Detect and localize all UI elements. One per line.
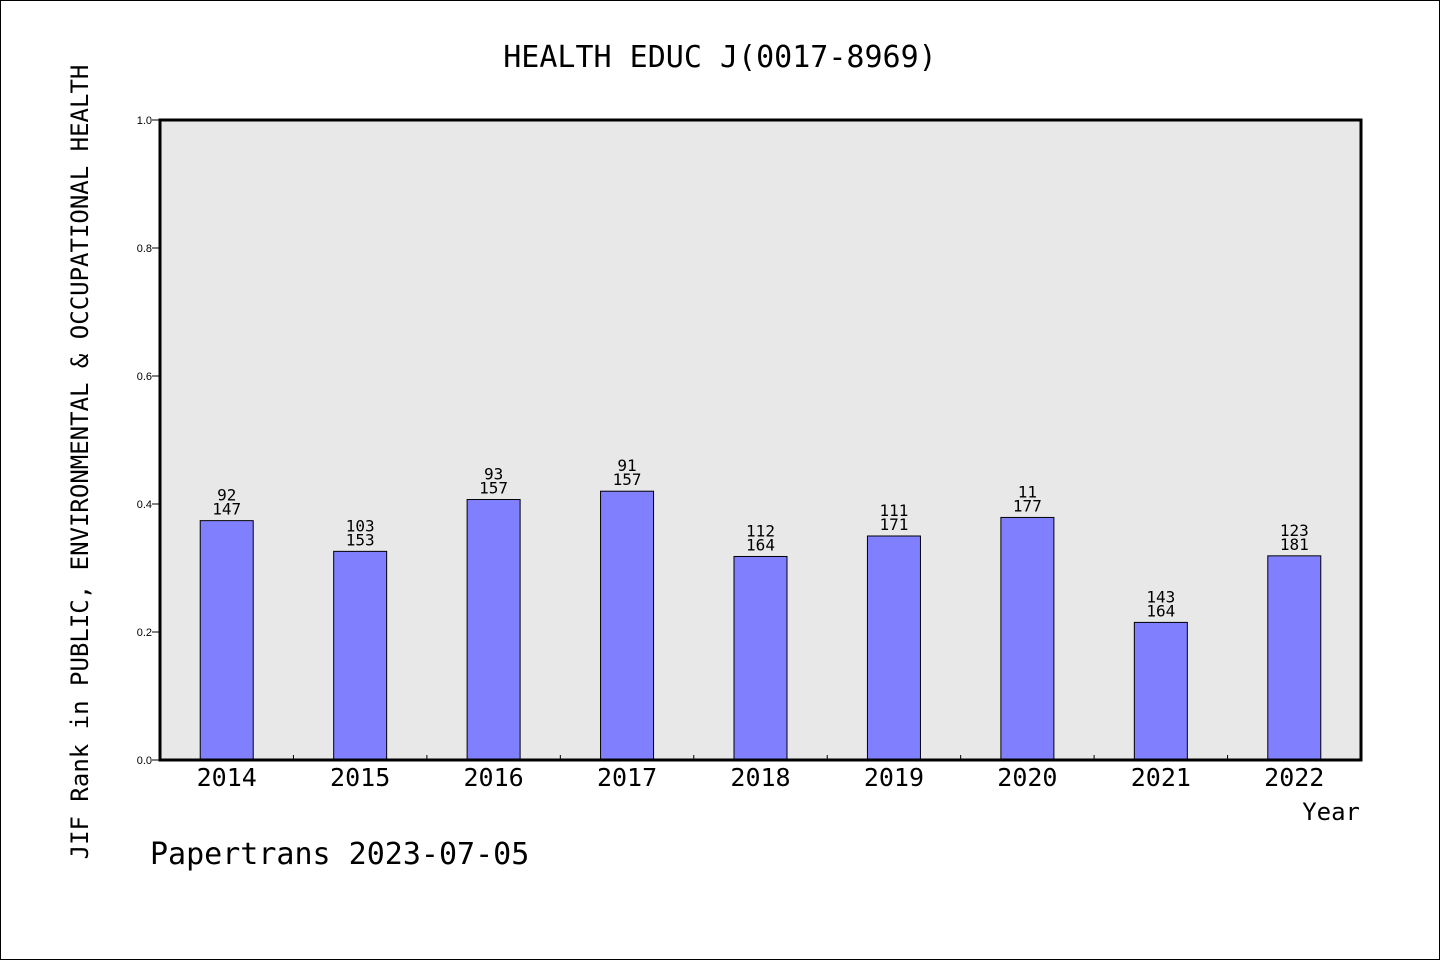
x-tick-label: 2021: [1131, 763, 1191, 792]
bar-total-label: 157: [613, 470, 642, 489]
footer-text: Papertrans 2023-07-05: [150, 837, 529, 872]
plot-border: [158, 118, 1363, 762]
bar-rank-label: 92: [217, 486, 236, 505]
bar-rank-label: 91: [617, 456, 636, 475]
bar-total-label: 153: [346, 530, 375, 549]
x-tick-label: 2015: [330, 763, 390, 792]
bar-total-label: 164: [1146, 601, 1175, 620]
y-axis-label: JIF Rank in PUBLIC, ENVIRONMENTAL & OCCU…: [66, 65, 94, 860]
x-tick-label: 2022: [1264, 763, 1324, 792]
bar-2019: [866, 535, 921, 761]
chart-title: HEALTH EDUC J(0017-8969): [503, 40, 936, 75]
x-tick-label: 2016: [464, 763, 524, 792]
bar-rank-label: 143: [1146, 587, 1175, 606]
bar-2016: [466, 499, 521, 761]
bar-total-label: 181: [1280, 535, 1309, 554]
bar-total-label: 177: [1013, 496, 1042, 515]
bar-rank-label: 93: [484, 465, 503, 484]
bar-2018: [733, 555, 788, 761]
bar-total-label: 147: [212, 500, 241, 519]
bar-rank-label: 103: [346, 516, 375, 535]
x-tick-label: 2018: [730, 763, 790, 792]
y-tick-label: 0.8: [137, 243, 152, 255]
y-tick-label: 1.0: [137, 115, 152, 127]
bar-2022: [1267, 555, 1322, 761]
bar-rank-label: 123: [1280, 521, 1309, 540]
y-axis: 0.0 0.2 0.4 0.6 0.8 1.0: [137, 115, 160, 767]
x-tick-label: 2017: [597, 763, 657, 792]
x-tick-label: 2014: [197, 763, 257, 792]
bar-rank-label: 112: [746, 521, 775, 540]
bar-total-label: 164: [746, 535, 775, 554]
x-axis-label: Year: [1302, 798, 1360, 826]
x-axis: 2014 2015 2016 2017 2018 2019 2020 2021 2022: [197, 755, 1324, 792]
bar-labels-group: 9214710315393157911571121641111711117714…: [212, 456, 1308, 620]
bar-rank-label: 111: [879, 501, 908, 520]
bar-2021: [1133, 621, 1188, 761]
x-tick-label: 2019: [864, 763, 924, 792]
x-tick-label: 2020: [997, 763, 1057, 792]
y-tick-label: 0.4: [137, 499, 152, 511]
y-tick-label: 0.6: [137, 371, 152, 383]
bar-total-label: 171: [879, 515, 908, 534]
y-tick-label: 0.2: [137, 627, 152, 639]
bar-rank-label: 11: [1018, 482, 1037, 501]
y-tick-label: 0.0: [137, 755, 152, 767]
bar-2017: [600, 490, 655, 761]
bar-2015: [333, 550, 388, 761]
bar-total-label: 157: [479, 479, 508, 498]
bar-2020: [1000, 516, 1055, 761]
bars-group: [199, 490, 1322, 761]
bar-2014: [199, 520, 254, 761]
